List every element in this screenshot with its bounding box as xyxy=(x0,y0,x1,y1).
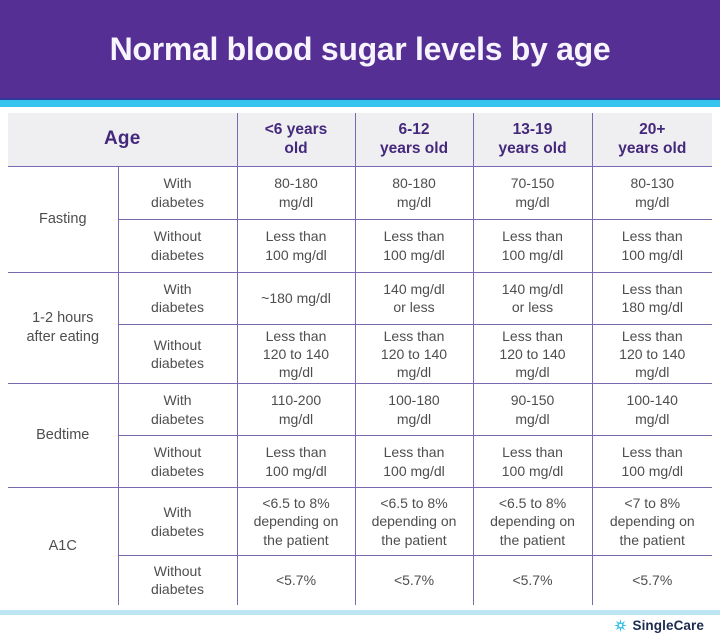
bottom-cyan-divider xyxy=(0,609,720,615)
value-cell: Less than 100 mg/dl xyxy=(473,219,593,273)
brand-logo: SingleCare xyxy=(614,618,704,633)
value-cell: 100-180 mg/dl xyxy=(355,383,474,437)
value-cell: Less than 120 to 140 mg/dl xyxy=(592,324,712,385)
value-cell: Less than 100 mg/dl xyxy=(592,435,712,489)
title-banner: Normal blood sugar levels by age xyxy=(0,0,720,98)
table-row: Bedtime With diabetes 110-200 mg/dl 100-… xyxy=(8,383,712,489)
value-cell: <5.7% xyxy=(355,555,474,605)
value-cell: <5.7% xyxy=(592,555,712,605)
sub-label: Without diabetes xyxy=(118,219,238,273)
col-header-13-19: 13-19 years old xyxy=(473,113,593,167)
value-cell: Less than 120 to 140 mg/dl xyxy=(355,324,474,385)
value-cell: 70-150 mg/dl xyxy=(473,166,593,220)
category-bedtime: Bedtime xyxy=(8,383,119,489)
sub-label: With diabetes xyxy=(118,166,238,220)
table-header-row: Age <6 years old 6-12 years old 13-19 ye… xyxy=(8,113,712,167)
category-fasting: Fasting xyxy=(8,166,119,273)
value-cell: <5.7% xyxy=(473,555,593,605)
sub-label: With diabetes xyxy=(118,272,238,325)
table-row: Without diabetes Less than 100 mg/dl Les… xyxy=(8,219,712,273)
value-cell: ~180 mg/dl xyxy=(237,272,356,325)
value-cell: Less than 100 mg/dl xyxy=(355,219,474,273)
navy-divider xyxy=(0,98,720,100)
value-cell: Less than 100 mg/dl xyxy=(592,219,712,273)
sub-label: With diabetes xyxy=(118,487,238,557)
value-cell: Less than 120 to 140 mg/dl xyxy=(473,324,593,385)
sub-label: With diabetes xyxy=(118,383,238,437)
value-cell: Less than 100 mg/dl xyxy=(237,219,356,273)
blood-sugar-table-wrap: Age <6 years old 6-12 years old 13-19 ye… xyxy=(0,107,720,605)
value-cell: <7 to 8% depending on the patient xyxy=(592,487,712,557)
value-cell: <6.5 to 8% depending on the patient xyxy=(473,487,593,557)
value-cell: 110-200 mg/dl xyxy=(237,383,356,437)
value-cell: 80-180 mg/dl xyxy=(237,166,356,220)
table-row: Fasting With diabetes 80-180 mg/dl 80-18… xyxy=(8,166,712,273)
brand-name: SingleCare xyxy=(632,617,704,633)
value-cell: Less than 120 to 140 mg/dl xyxy=(237,324,356,385)
age-header-cell: Age xyxy=(8,113,238,167)
value-cell: Less than 100 mg/dl xyxy=(237,435,356,489)
table-row: A1C With diabetes <6.5 to 8% depending o… xyxy=(8,487,712,605)
sub-label: Without diabetes xyxy=(118,555,238,605)
value-cell: Less than 100 mg/dl xyxy=(355,435,474,489)
sub-label: Without diabetes xyxy=(118,435,238,489)
blood-sugar-table: Age <6 years old 6-12 years old 13-19 ye… xyxy=(8,113,712,605)
value-cell: Less than 180 mg/dl xyxy=(592,272,712,325)
table-row: Without diabetes Less than 100 mg/dl Les… xyxy=(8,435,712,489)
value-cell: Less than 100 mg/dl xyxy=(473,435,593,489)
value-cell: 140 mg/dl or less xyxy=(355,272,474,325)
cyan-divider xyxy=(0,100,720,107)
table-row: 1-2 hours after eating With diabetes ~18… xyxy=(8,272,712,385)
value-cell: 90-150 mg/dl xyxy=(473,383,593,437)
footer: SingleCare xyxy=(0,614,720,636)
col-header-20-plus: 20+ years old xyxy=(592,113,712,167)
col-header-6-12: 6-12 years old xyxy=(355,113,474,167)
singlecare-star-icon xyxy=(614,618,628,632)
table-row: Without diabetes <5.7% <5.7% <5.7% <5.7% xyxy=(8,555,712,605)
category-a1c: A1C xyxy=(8,487,119,605)
page-title: Normal blood sugar levels by age xyxy=(109,30,611,67)
value-cell: 80-130 mg/dl xyxy=(592,166,712,220)
value-cell: 100-140 mg/dl xyxy=(592,383,712,437)
value-cell: <5.7% xyxy=(237,555,356,605)
value-cell: <6.5 to 8% depending on the patient xyxy=(355,487,474,557)
sub-label: Without diabetes xyxy=(118,324,238,385)
table-row: Without diabetes Less than 120 to 140 mg… xyxy=(8,324,712,385)
value-cell: 80-180 mg/dl xyxy=(355,166,474,220)
value-cell: <6.5 to 8% depending on the patient xyxy=(237,487,356,557)
value-cell: 140 mg/dl or less xyxy=(473,272,593,325)
category-after-eating: 1-2 hours after eating xyxy=(8,272,119,385)
col-header-under-6: <6 years old xyxy=(237,113,356,167)
